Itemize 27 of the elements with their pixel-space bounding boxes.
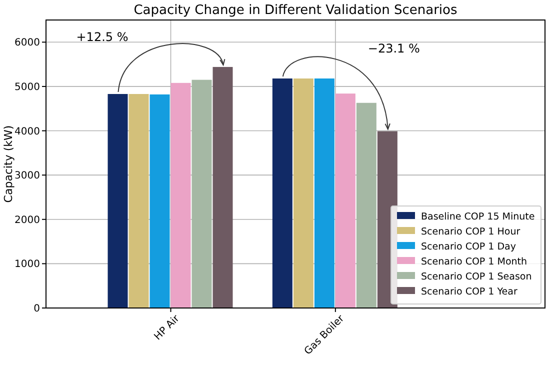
y-tick-label: 1000: [14, 259, 40, 270]
bar: [293, 78, 314, 308]
y-axis-title: Capacity (kW): [2, 125, 15, 203]
bar: [335, 94, 356, 308]
bar: [170, 82, 191, 308]
bar: [150, 94, 170, 308]
chart-title: Capacity Change in Different Validation Scenarios: [134, 3, 458, 18]
y-tick-label: 5000: [14, 82, 40, 93]
y-tick-label: 3000: [14, 170, 40, 182]
bar: [128, 94, 149, 308]
legend-label: Scenario COP 1 Hour: [421, 226, 520, 238]
legend-label: Scenario COP 1 Year: [421, 286, 518, 298]
bar: [212, 66, 233, 308]
legend-label: Baseline COP 15 Minute: [421, 211, 535, 222]
legend-label: Scenario COP 1 Season: [421, 271, 532, 282]
y-tick-label: 6000: [14, 38, 40, 49]
bar: [108, 94, 128, 308]
annotation: −23.1 %: [368, 41, 420, 56]
y-tick-label: 0: [34, 304, 40, 314]
y-tick-label: 4000: [14, 126, 40, 138]
legend-label: Scenario COP 1 Day: [421, 241, 516, 252]
x-tick-label: HP Air: [152, 312, 182, 343]
y-tick-label: 2000: [14, 214, 40, 226]
bar: [272, 78, 292, 308]
bar: [314, 78, 334, 308]
annotation: +12.5 %: [76, 30, 128, 44]
legend-label: Scenario COP 1 Month: [421, 256, 528, 268]
